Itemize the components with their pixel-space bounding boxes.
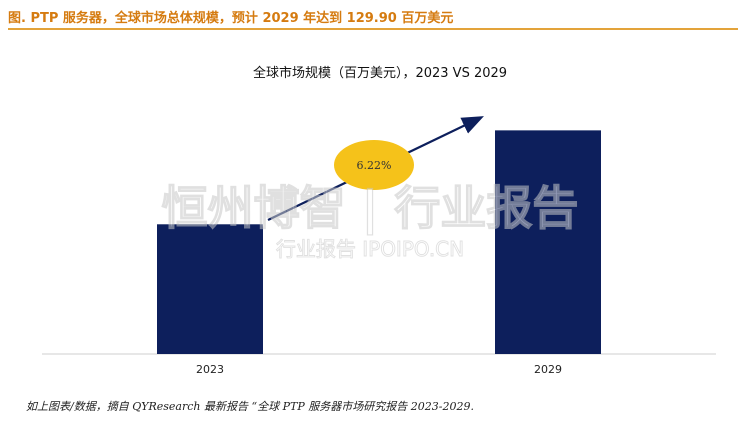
bar-2029	[495, 130, 601, 354]
source-note: 如上图表/数据，摘自 QYResearch 最新报告 “全球 PTP 服务器市场…	[26, 400, 474, 413]
chart-title: 全球市场规模（百万美元），2023 VS 2029	[253, 65, 507, 81]
growth-label: 6.22%	[357, 159, 392, 172]
watermark-text: 行业报告 IPOIPO.CN	[276, 237, 464, 261]
bar-chart: 全球市场规模（百万美元），2023 VS 2029 2023 2029 6.22%…	[42, 65, 716, 376]
bar-2023	[157, 224, 263, 354]
watermark: 恒州博智 | 行业报告 行业报告 IPOIPO.CN	[161, 180, 579, 261]
x-tick-label-2029: 2029	[534, 363, 562, 376]
figure-title: 图. PTP 服务器，全球市场总体规模，预计 2029 年达到 129.90 百…	[8, 11, 454, 26]
growth-badge	[334, 140, 414, 190]
watermark-brand: 恒州博智 | 行业报告	[162, 181, 579, 236]
x-tick-label-2023: 2023	[196, 363, 224, 376]
figure-header: 图. PTP 服务器，全球市场总体规模，预计 2029 年达到 129.90 百…	[8, 4, 738, 30]
